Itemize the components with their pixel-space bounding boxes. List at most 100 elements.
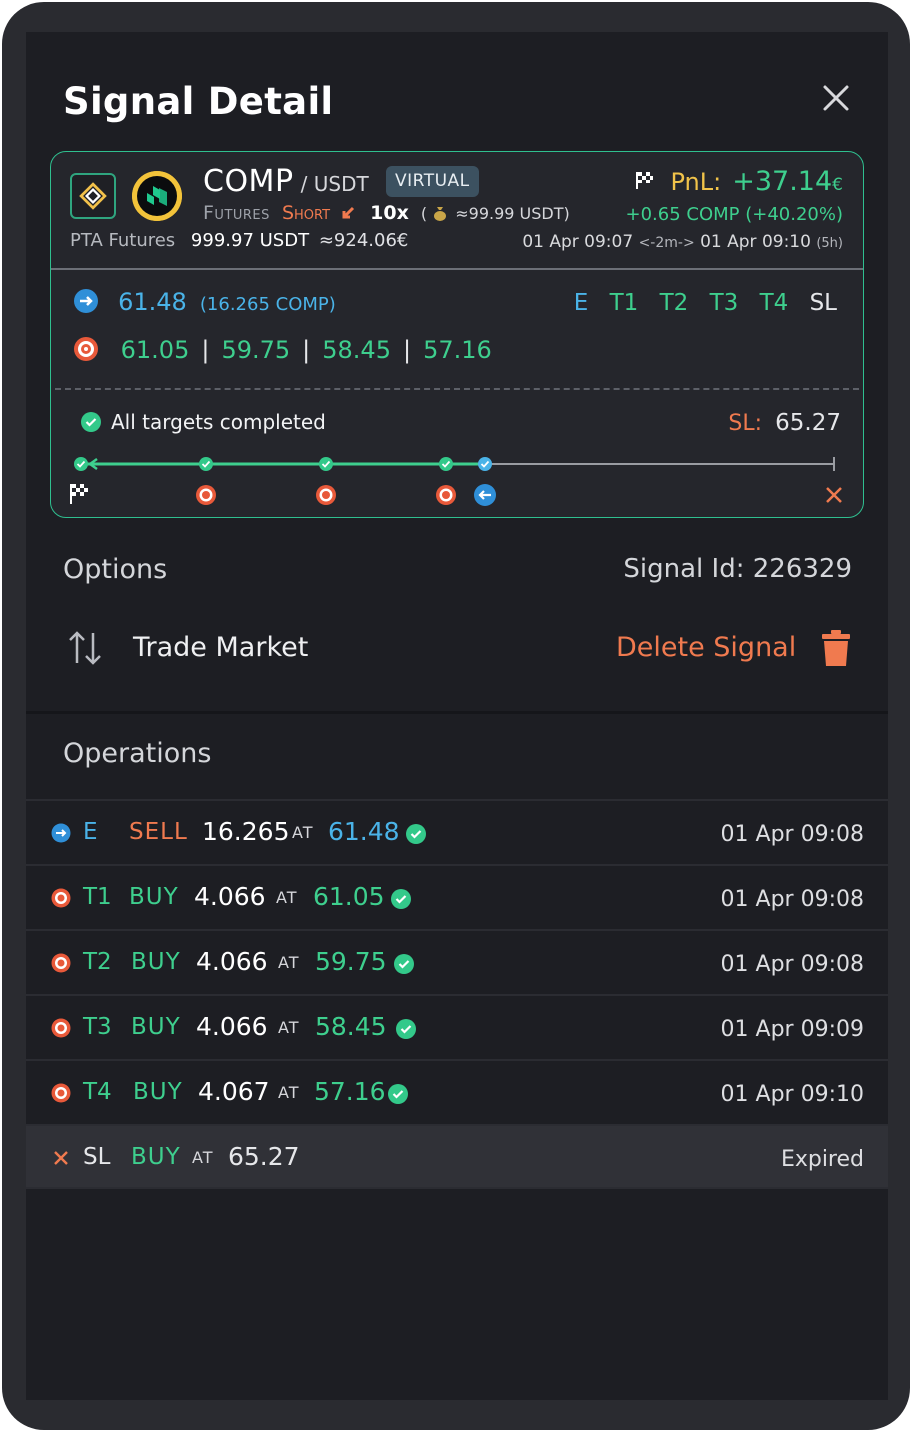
operation-price: 61.48 [328,817,400,846]
operation-side: BUY [131,1014,181,1040]
operation-side: BUY [131,949,181,975]
legend-t4: T4 [759,290,789,316]
operation-price: 61.05 [313,882,385,911]
operation-side: BUY [129,884,179,910]
legend-e: E [573,290,589,316]
margin-value: ≈99.99 USDT) [455,204,570,223]
sort-arrows-icon[interactable] [66,629,104,667]
stage-legend: E T1 T2 T3 T4 SL [560,290,837,316]
operation-qty: 4.066 [196,947,268,976]
operation-code: SL [83,1144,111,1170]
operation-status: Expired [780,1147,864,1172]
legend-t3: T3 [709,290,739,316]
signal-id: Signal Id: 226329 [623,554,852,584]
sl-label: SL: [728,411,763,436]
pair-name: COMP / USDT [203,164,369,199]
legend-sl: SL [809,290,837,316]
operation-row-t3[interactable]: T3 BUY 4.066 AT 58.45 01 Apr 09:09 [26,994,888,1059]
virtual-badge: VIRTUAL [386,166,479,197]
track-finish-flag-icon [70,484,88,504]
dashed-divider [55,388,859,390]
operation-qty: 4.066 [194,882,266,911]
close-time: 01 Apr 09:10 [700,232,811,252]
operation-row-t1[interactable]: T1 BUY 4.066 AT 61.05 01 Apr 09:08 [26,864,888,929]
operation-at: AT [278,953,300,972]
pair-quote: / USDT [300,172,369,196]
operation-price: 65.27 [228,1142,300,1171]
close-icon[interactable] [816,78,856,118]
check-circle-icon [406,824,426,844]
operation-price: 58.45 [315,1012,387,1041]
target-3-price: 58.45 [322,336,391,364]
status-text: All targets completed [81,410,326,434]
pnl-currency: € [832,175,843,195]
track-t4-check [478,457,492,471]
options-heading: Options [63,554,168,585]
open-time: 01 Apr 09:07 [522,232,634,252]
operation-row-sl[interactable]: SL BUY AT 65.27 Expired [26,1124,888,1189]
operation-side: SELL [129,819,188,845]
legend-t2: T2 [659,290,689,316]
direction-label: Short [281,202,331,224]
track-start-check [74,457,88,471]
target-icon [51,1018,71,1038]
operations-heading: Operations [63,738,212,769]
operation-at: AT [278,1018,300,1037]
operation-code: E [83,819,98,845]
margin-open: ( [420,204,428,223]
target-4-price: 57.16 [423,336,492,364]
target-icon [74,337,98,361]
operation-code: T2 [83,949,112,975]
operation-side: BUY [133,1079,183,1105]
check-circle-icon [391,889,411,909]
status-label: All targets completed [111,410,326,434]
operation-code: T4 [83,1079,112,1105]
trash-icon[interactable] [822,630,850,666]
check-circle-icon [388,1084,408,1104]
pnl-label: PnL: [670,168,722,196]
entry-icon [51,823,71,843]
check-circle-icon [81,412,101,432]
operation-qty: 4.066 [196,1012,268,1041]
check-circle-icon [396,1019,416,1039]
signal-card: COMP / USDT VIRTUAL Futures Short 10x ( … [50,151,864,518]
entry-icon [74,289,98,313]
comp-coin-icon [132,171,182,221]
operation-date: 01 Apr 09:08 [720,887,864,912]
pnl-value: +37.14 [732,166,833,197]
position-amount-eur: ≈924.06€ [318,230,409,251]
pair-base: COMP [203,164,294,199]
operation-row-t4[interactable]: T4 BUY 4.067 AT 57.16 01 Apr 09:10 [26,1059,888,1124]
pnl-summary: PnL: +37.14€ [633,166,843,197]
operation-qty: 4.067 [198,1077,270,1106]
entry-price: 61.48 [118,288,187,316]
exchange-logo-icon [70,173,116,219]
operation-date: 01 Apr 09:08 [720,822,864,847]
card-divider [51,268,863,270]
trade-market-button[interactable]: Trade Market [133,632,309,663]
delete-signal-button[interactable]: Delete Signal [616,632,797,663]
track-t3-check [439,457,453,471]
target-icon [51,953,71,973]
operation-date: 01 Apr 09:08 [720,952,864,977]
operation-code: T3 [83,1014,112,1040]
page-title: Signal Detail [63,80,334,123]
operation-at: AT [192,1148,214,1167]
track-t3-target-icon [436,485,456,505]
target-2-price: 59.75 [221,336,291,364]
target-icon [51,1083,71,1103]
leverage: 10x [370,202,409,224]
pnl-detail: +0.65 COMP (+40.20%) [625,204,844,225]
entry-quantity: (16.265 COMP) [199,294,336,315]
operation-row-e[interactable]: E SELL 16.265 AT 61.48 01 Apr 09:08 [26,799,888,864]
signal-times: 01 Apr 09:07 <-2m-> 01 Apr 09:10 (5h) [522,232,843,252]
operation-side: BUY [131,1144,181,1170]
track-t2-check [319,457,333,471]
operation-at: AT [292,823,314,842]
finish-flag-icon [636,172,654,189]
track-entry-icon [474,484,496,506]
operation-row-t2[interactable]: T2 BUY 4.066 AT 59.75 01 Apr 09:08 [26,929,888,994]
targets-row: 61.05 | 59.75 | 58.45 | 57.16 [73,336,492,364]
operation-date: 01 Apr 09:10 [720,1082,864,1107]
operation-code: T1 [83,884,112,910]
